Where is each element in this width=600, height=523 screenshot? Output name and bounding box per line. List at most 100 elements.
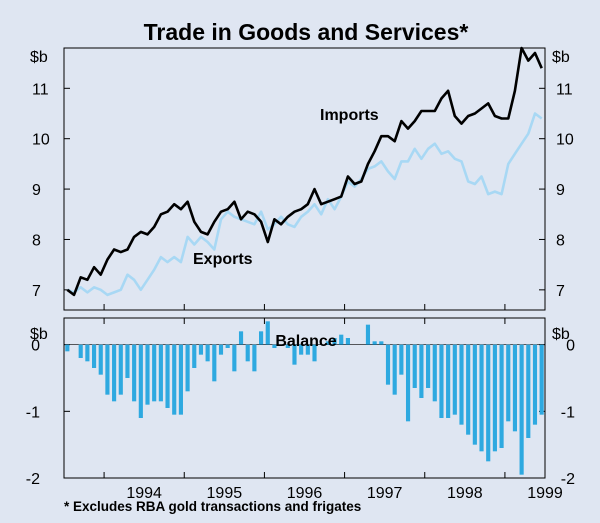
balance-bar bbox=[466, 344, 471, 435]
balance-bar bbox=[178, 344, 183, 415]
balance-bar bbox=[225, 344, 230, 348]
balance-bar bbox=[499, 344, 504, 448]
balance-bar bbox=[412, 344, 417, 388]
balance-bar bbox=[245, 344, 250, 362]
balance-bar bbox=[446, 344, 451, 418]
bottom-panel-border bbox=[63, 317, 546, 479]
balance-bar bbox=[506, 344, 511, 422]
y-tick-label-left: 11 bbox=[32, 81, 49, 98]
bottom-left-unit-label: $b bbox=[30, 326, 48, 343]
y-tick-label-right: 10 bbox=[556, 132, 574, 149]
balance-bar bbox=[152, 344, 157, 402]
chart-title: Trade in Goods and Services* bbox=[144, 19, 469, 45]
balance-bar bbox=[238, 331, 244, 345]
balance-bar bbox=[312, 344, 317, 362]
balance-bar bbox=[526, 344, 531, 438]
y-tick-label-right: -2 bbox=[561, 471, 575, 488]
balance-bar bbox=[285, 344, 290, 348]
balance-bar bbox=[452, 344, 457, 415]
balance-bar bbox=[272, 344, 277, 348]
balance-bar bbox=[218, 344, 224, 355]
balance-bar bbox=[198, 344, 204, 355]
balance-bar bbox=[439, 344, 444, 418]
balance-bar bbox=[98, 344, 103, 375]
balance-bar bbox=[212, 344, 217, 382]
balance-bar bbox=[539, 344, 544, 415]
balance-bar bbox=[145, 344, 150, 405]
balance-bar bbox=[325, 341, 330, 345]
balance-bar bbox=[185, 344, 190, 392]
y-tick-label-left: 7 bbox=[32, 283, 41, 300]
y-tick-label-right: 9 bbox=[556, 182, 565, 199]
balance-bar bbox=[399, 344, 404, 375]
top-right-unit-label: $b bbox=[552, 49, 570, 66]
balance-bar bbox=[65, 344, 70, 352]
trade-lines bbox=[66, 46, 543, 297]
balance-bar bbox=[365, 324, 371, 345]
balance-bar bbox=[532, 344, 538, 425]
balance-bar bbox=[486, 344, 491, 462]
y-tick-labels: 7 7 8 8 9 9 10 10 11 11 0 0 -1 -1 -2 -2 bbox=[26, 81, 575, 488]
y-tick-label-right: 11 bbox=[556, 81, 573, 98]
balance-bar bbox=[372, 341, 377, 345]
balance-bar bbox=[165, 344, 170, 408]
exports-series-label: Exports bbox=[193, 251, 253, 268]
y-tick-label-left: -2 bbox=[26, 471, 40, 488]
balance-bar bbox=[172, 344, 177, 415]
y-tick-label-left: -1 bbox=[26, 404, 40, 421]
balance-bar bbox=[492, 344, 497, 452]
balance-bar bbox=[305, 344, 310, 355]
plot-frame bbox=[63, 47, 546, 479]
bottom-right-unit-label: $b bbox=[552, 326, 570, 343]
imports-line bbox=[66, 46, 543, 297]
y-tick-label-left: 8 bbox=[32, 232, 41, 249]
footnote: * Excludes RBA gold transactions and fri… bbox=[64, 499, 361, 514]
top-left-unit-label: $b bbox=[30, 49, 48, 66]
balance-bar bbox=[379, 341, 384, 345]
balance-bar bbox=[332, 338, 337, 345]
balance-bar bbox=[405, 344, 411, 422]
balance-bar bbox=[125, 344, 130, 378]
balance-bar bbox=[105, 344, 110, 395]
balance-bar bbox=[472, 344, 477, 445]
balance-bar bbox=[132, 344, 137, 402]
balance-bar bbox=[519, 344, 524, 475]
balance-bar bbox=[459, 344, 464, 425]
top-panel-border bbox=[63, 47, 546, 311]
balance-bar bbox=[265, 321, 270, 345]
y-tick-label-left: 9 bbox=[32, 182, 41, 199]
balance-bar bbox=[112, 344, 117, 402]
balance-bar bbox=[432, 344, 437, 402]
balance-bar bbox=[138, 344, 143, 418]
balance-bar bbox=[192, 344, 197, 368]
balance-bar bbox=[259, 331, 264, 345]
x-tick-label: 1999 bbox=[527, 485, 563, 502]
balance-bar bbox=[158, 344, 163, 402]
balance-bar bbox=[512, 344, 518, 432]
balance-bar bbox=[479, 344, 484, 452]
balance-bar bbox=[385, 344, 391, 385]
balance-bar bbox=[426, 344, 431, 388]
y-tick-label-right: 8 bbox=[556, 232, 565, 249]
x-tick-label: 1994 bbox=[126, 485, 162, 502]
balance-bar bbox=[78, 344, 83, 358]
x-tick-label: 1996 bbox=[287, 485, 323, 502]
balance-bar bbox=[85, 344, 90, 362]
y-tick-label-right: 0 bbox=[566, 338, 575, 355]
balance-bar bbox=[292, 344, 297, 365]
y-tick-label-left: 10 bbox=[32, 132, 50, 149]
balance-bar bbox=[345, 338, 350, 345]
y-tick-label-right: 7 bbox=[556, 283, 565, 300]
x-tick-label: 1997 bbox=[367, 485, 403, 502]
balance-bar bbox=[91, 344, 97, 368]
balance-bar bbox=[205, 344, 210, 362]
balance-bar bbox=[232, 344, 237, 372]
balance-panel-label: Balance bbox=[275, 333, 336, 350]
balance-bar bbox=[299, 344, 304, 355]
x-tick-label: 1995 bbox=[207, 485, 243, 502]
balance-bar bbox=[118, 344, 123, 395]
balance-bar bbox=[339, 334, 344, 345]
balance-bar bbox=[392, 344, 397, 395]
